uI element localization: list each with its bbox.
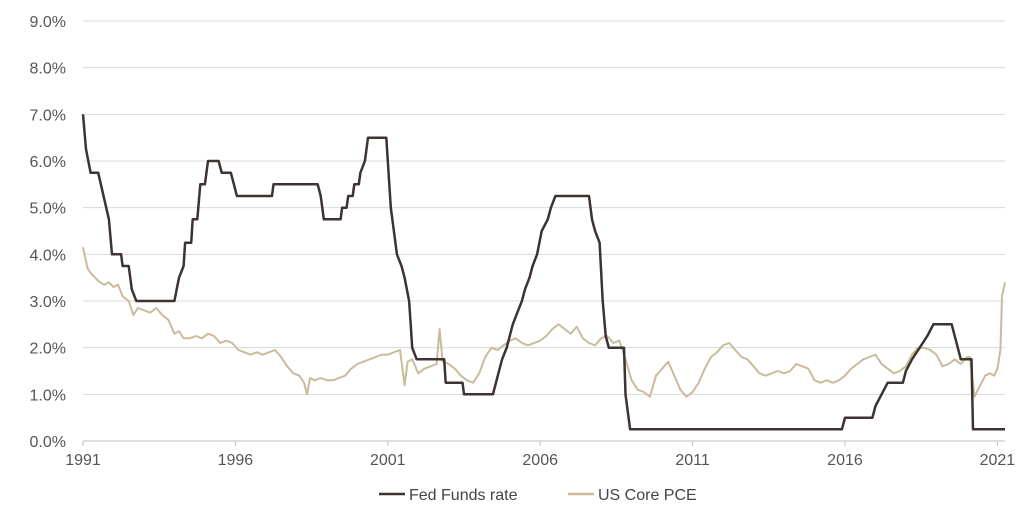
y-tick-label: 2.0% (30, 341, 66, 358)
y-tick-label: 5.0% (30, 201, 66, 218)
legend-label-fed-funds-rate: Fed Funds rate (409, 487, 518, 504)
y-tick-label: 6.0% (30, 154, 66, 171)
x-tick-label: 1996 (218, 452, 254, 469)
x-axis-ticks: 1991 1996 2001 2006 2011 2016 2021 (65, 441, 1015, 469)
y-axis-ticks: 0.0% 1.0% 2.0% 3.0% 4.0% 5.0% 6.0% 7.0% 8.0% 9.0% (30, 14, 66, 451)
x-tick-label: 2011 (675, 452, 710, 469)
y-tick-label: 9.0% (30, 14, 66, 31)
x-tick-label: 1991 (65, 452, 101, 469)
y-tick-label: 1.0% (30, 387, 66, 404)
y-tick-label: 3.0% (30, 294, 66, 311)
series-lines (81, 114, 1006, 431)
y-tick-label: 4.0% (30, 247, 66, 264)
y-tick-label: 8.0% (30, 61, 66, 78)
x-tick-label: 2021 (980, 452, 1016, 469)
series-line-us-core-pce (82, 247, 1006, 398)
gridlines (83, 20, 1005, 442)
legend: Fed Funds rate US Core PCE (379, 487, 697, 504)
x-tick-label: 2006 (522, 452, 558, 469)
x-tick-label: 2001 (370, 452, 406, 469)
legend-label-us-core-pce: US Core PCE (598, 487, 697, 504)
y-tick-label: 0.0% (30, 434, 66, 451)
series-line-fed-funds-rate (81, 114, 1005, 431)
y-tick-label: 7.0% (30, 107, 66, 124)
x-tick-label: 2016 (827, 452, 863, 469)
